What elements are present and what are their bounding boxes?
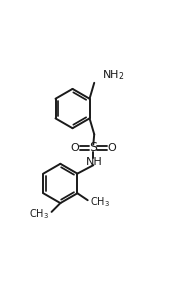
Text: O: O (107, 143, 116, 153)
Text: NH: NH (86, 157, 103, 167)
Text: O: O (70, 143, 79, 153)
Text: NH$_2$: NH$_2$ (102, 68, 124, 82)
Text: S: S (89, 141, 97, 154)
Text: CH$_3$: CH$_3$ (29, 207, 49, 221)
Text: CH$_3$: CH$_3$ (90, 195, 110, 209)
